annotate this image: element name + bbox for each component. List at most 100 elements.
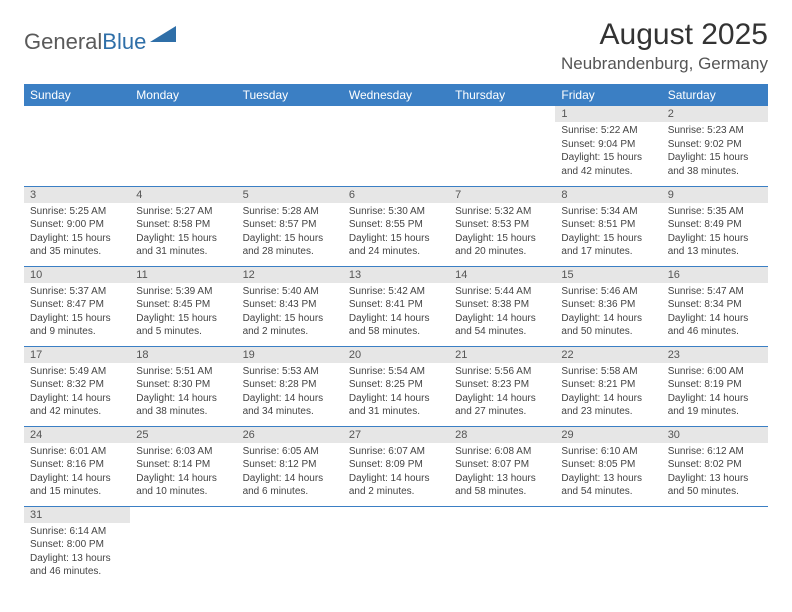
daylight-line: Daylight: 15 hours and 31 minutes. — [136, 232, 230, 259]
sunset-line: Sunset: 8:55 PM — [349, 218, 443, 232]
sunset-line: Sunset: 8:00 PM — [30, 538, 124, 552]
day-number — [343, 106, 449, 122]
day-number — [237, 507, 343, 523]
daylight-line: Daylight: 15 hours and 42 minutes. — [561, 151, 655, 178]
weekday-header: Thursday — [449, 84, 555, 106]
sunset-line: Sunset: 8:09 PM — [349, 458, 443, 472]
sunrise-line: Sunrise: 5:49 AM — [30, 365, 124, 379]
sunset-line: Sunset: 8:25 PM — [349, 378, 443, 392]
sunrise-line: Sunrise: 5:27 AM — [136, 205, 230, 219]
calendar-row: 31Sunrise: 6:14 AMSunset: 8:00 PMDayligh… — [24, 506, 768, 586]
sunset-line: Sunset: 8:51 PM — [561, 218, 655, 232]
day-data: Sunrise: 5:27 AMSunset: 8:58 PMDaylight:… — [130, 203, 236, 263]
calendar-cell — [662, 506, 768, 586]
sunrise-line: Sunrise: 5:53 AM — [243, 365, 337, 379]
day-number: 22 — [555, 347, 661, 363]
day-data: Sunrise: 5:42 AMSunset: 8:41 PMDaylight:… — [343, 283, 449, 343]
calendar-cell: 27Sunrise: 6:07 AMSunset: 8:09 PMDayligh… — [343, 426, 449, 506]
day-data: Sunrise: 6:10 AMSunset: 8:05 PMDaylight:… — [555, 443, 661, 503]
sunrise-line: Sunrise: 5:37 AM — [30, 285, 124, 299]
calendar-cell: 10Sunrise: 5:37 AMSunset: 8:47 PMDayligh… — [24, 266, 130, 346]
calendar-cell: 11Sunrise: 5:39 AMSunset: 8:45 PMDayligh… — [130, 266, 236, 346]
daylight-line: Daylight: 14 hours and 58 minutes. — [349, 312, 443, 339]
day-number: 10 — [24, 267, 130, 283]
calendar-cell: 3Sunrise: 5:25 AMSunset: 9:00 PMDaylight… — [24, 186, 130, 266]
day-number: 4 — [130, 187, 236, 203]
daylight-line: Daylight: 14 hours and 10 minutes. — [136, 472, 230, 499]
calendar-cell: 23Sunrise: 6:00 AMSunset: 8:19 PMDayligh… — [662, 346, 768, 426]
day-data: Sunrise: 6:14 AMSunset: 8:00 PMDaylight:… — [24, 523, 130, 583]
sunrise-line: Sunrise: 5:54 AM — [349, 365, 443, 379]
day-number — [130, 507, 236, 523]
calendar-cell — [343, 506, 449, 586]
day-number: 30 — [662, 427, 768, 443]
weekday-header: Monday — [130, 84, 236, 106]
sunrise-line: Sunrise: 5:22 AM — [561, 124, 655, 138]
day-number — [555, 507, 661, 523]
sunset-line: Sunset: 9:00 PM — [30, 218, 124, 232]
sunset-line: Sunset: 8:32 PM — [30, 378, 124, 392]
sunset-line: Sunset: 8:45 PM — [136, 298, 230, 312]
day-number — [237, 106, 343, 122]
daylight-line: Daylight: 14 hours and 31 minutes. — [349, 392, 443, 419]
sunrise-line: Sunrise: 6:01 AM — [30, 445, 124, 459]
calendar-cell: 26Sunrise: 6:05 AMSunset: 8:12 PMDayligh… — [237, 426, 343, 506]
sunrise-line: Sunrise: 5:42 AM — [349, 285, 443, 299]
sunrise-line: Sunrise: 5:47 AM — [668, 285, 762, 299]
calendar-cell — [24, 106, 130, 186]
calendar-cell — [237, 106, 343, 186]
day-data: Sunrise: 5:34 AMSunset: 8:51 PMDaylight:… — [555, 203, 661, 263]
sunrise-line: Sunrise: 5:46 AM — [561, 285, 655, 299]
calendar-cell: 5Sunrise: 5:28 AMSunset: 8:57 PMDaylight… — [237, 186, 343, 266]
sunset-line: Sunset: 8:30 PM — [136, 378, 230, 392]
sunrise-line: Sunrise: 6:12 AM — [668, 445, 762, 459]
day-number — [449, 507, 555, 523]
calendar-cell: 29Sunrise: 6:10 AMSunset: 8:05 PMDayligh… — [555, 426, 661, 506]
calendar-cell — [130, 106, 236, 186]
calendar-row: 10Sunrise: 5:37 AMSunset: 8:47 PMDayligh… — [24, 266, 768, 346]
calendar-cell: 15Sunrise: 5:46 AMSunset: 8:36 PMDayligh… — [555, 266, 661, 346]
sunrise-line: Sunrise: 5:39 AM — [136, 285, 230, 299]
calendar-cell: 14Sunrise: 5:44 AMSunset: 8:38 PMDayligh… — [449, 266, 555, 346]
day-number: 12 — [237, 267, 343, 283]
daylight-line: Daylight: 14 hours and 54 minutes. — [455, 312, 549, 339]
daylight-line: Daylight: 15 hours and 5 minutes. — [136, 312, 230, 339]
title-block: August 2025 Neubrandenburg, Germany — [561, 18, 768, 74]
day-number — [662, 507, 768, 523]
day-data: Sunrise: 5:39 AMSunset: 8:45 PMDaylight:… — [130, 283, 236, 343]
calendar-body: 1Sunrise: 5:22 AMSunset: 9:04 PMDaylight… — [24, 106, 768, 586]
day-number: 2 — [662, 106, 768, 122]
weekday-header: Wednesday — [343, 84, 449, 106]
day-number: 5 — [237, 187, 343, 203]
sunset-line: Sunset: 8:43 PM — [243, 298, 337, 312]
sunrise-line: Sunrise: 6:05 AM — [243, 445, 337, 459]
day-number — [449, 106, 555, 122]
sunset-line: Sunset: 8:34 PM — [668, 298, 762, 312]
weekday-header: Sunday — [24, 84, 130, 106]
day-number: 21 — [449, 347, 555, 363]
sunrise-line: Sunrise: 6:00 AM — [668, 365, 762, 379]
calendar-cell: 16Sunrise: 5:47 AMSunset: 8:34 PMDayligh… — [662, 266, 768, 346]
daylight-line: Daylight: 14 hours and 6 minutes. — [243, 472, 337, 499]
day-number: 29 — [555, 427, 661, 443]
daylight-line: Daylight: 15 hours and 17 minutes. — [561, 232, 655, 259]
day-data: Sunrise: 5:56 AMSunset: 8:23 PMDaylight:… — [449, 363, 555, 423]
sunrise-line: Sunrise: 5:44 AM — [455, 285, 549, 299]
day-number: 23 — [662, 347, 768, 363]
daylight-line: Daylight: 13 hours and 46 minutes. — [30, 552, 124, 579]
day-data: Sunrise: 6:12 AMSunset: 8:02 PMDaylight:… — [662, 443, 768, 503]
daylight-line: Daylight: 13 hours and 54 minutes. — [561, 472, 655, 499]
daylight-line: Daylight: 15 hours and 38 minutes. — [668, 151, 762, 178]
calendar-cell: 20Sunrise: 5:54 AMSunset: 8:25 PMDayligh… — [343, 346, 449, 426]
day-data: Sunrise: 5:37 AMSunset: 8:47 PMDaylight:… — [24, 283, 130, 343]
page-title: August 2025 — [561, 18, 768, 52]
day-number: 14 — [449, 267, 555, 283]
sunrise-line: Sunrise: 5:40 AM — [243, 285, 337, 299]
daylight-line: Daylight: 14 hours and 38 minutes. — [136, 392, 230, 419]
daylight-line: Daylight: 14 hours and 27 minutes. — [455, 392, 549, 419]
day-number: 25 — [130, 427, 236, 443]
calendar-cell: 22Sunrise: 5:58 AMSunset: 8:21 PMDayligh… — [555, 346, 661, 426]
day-data: Sunrise: 5:44 AMSunset: 8:38 PMDaylight:… — [449, 283, 555, 343]
sunrise-line: Sunrise: 6:10 AM — [561, 445, 655, 459]
calendar-table: SundayMondayTuesdayWednesdayThursdayFrid… — [24, 84, 768, 586]
